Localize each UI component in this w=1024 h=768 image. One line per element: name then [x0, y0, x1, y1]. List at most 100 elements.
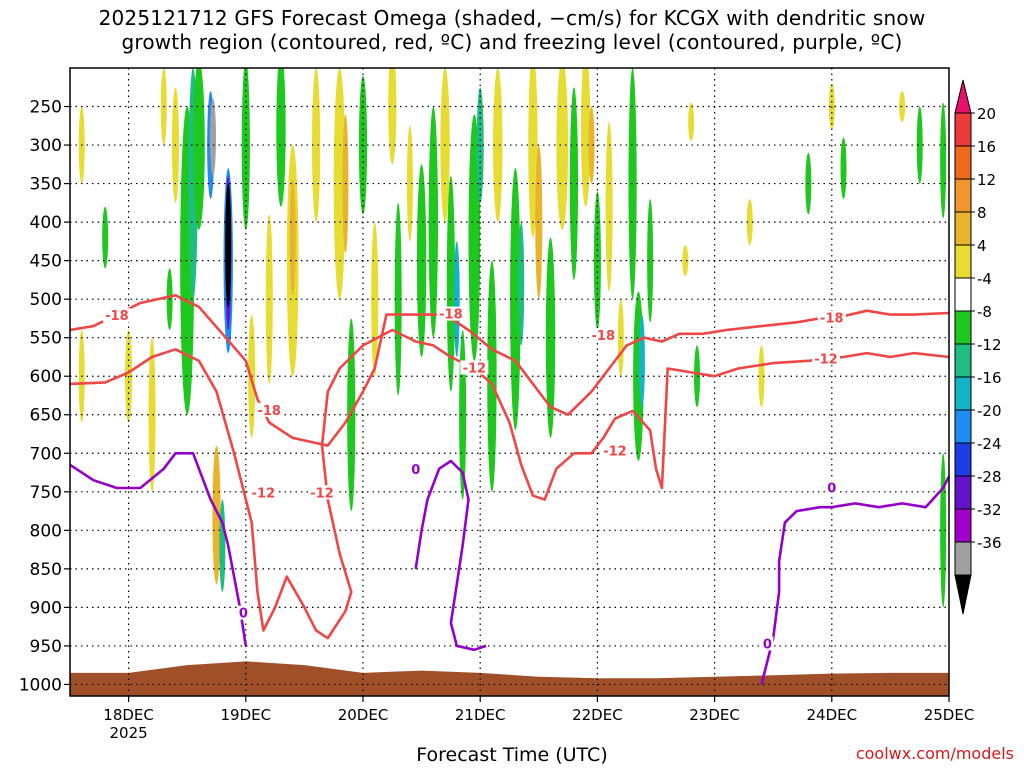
- omega-shade-62: [746, 198, 753, 246]
- omega-shade-12: [209, 98, 216, 176]
- colorbar-segment-14: [954, 541, 972, 576]
- omega-shade-41: [487, 260, 497, 492]
- colorbar-segment-4: [954, 211, 972, 246]
- colorbar-segment-12: [954, 475, 972, 510]
- colorbar-label-5: -4: [977, 270, 992, 288]
- colorbar-segment-6: [954, 277, 972, 312]
- x-tick-label-19DEC: 19DEC: [221, 706, 272, 724]
- contour-label-bg-2: [249, 485, 278, 500]
- omega-shade-50: [580, 68, 591, 207]
- contour-label-7: -12: [603, 445, 627, 460]
- omega-shade-31: [394, 202, 402, 396]
- y-tick-label-400: 400: [30, 213, 62, 233]
- contour-dgz-cold-edge: [70, 294, 949, 447]
- omega-shade-47: [545, 237, 556, 438]
- omega-shade-58: [647, 198, 654, 323]
- y-tick-label-850: 850: [30, 560, 62, 580]
- colorbar-segment-10: [954, 409, 972, 444]
- omega-shade-36: [446, 175, 456, 392]
- x-tick-label-23DEC: 23DEC: [689, 706, 740, 724]
- contour-label-13: 0: [763, 637, 772, 652]
- contour-label-11: 0: [411, 463, 420, 478]
- colorbar-label-13: -36: [977, 534, 1002, 552]
- x-tick-label-20DEC: 20DEC: [338, 706, 389, 724]
- omega-shade-54: [628, 68, 637, 300]
- colorbar-segment-9: [954, 376, 972, 411]
- y-tick-label-800: 800: [30, 521, 62, 541]
- contour-label-bg-8: [817, 310, 846, 325]
- colorbar-label-6: -8: [977, 303, 992, 321]
- omega-shade-32: [406, 125, 413, 242]
- omega-shade-51: [588, 106, 595, 184]
- contour-label-bg-11: [409, 462, 422, 477]
- colorbar-segment-8: [954, 343, 972, 378]
- terrain-layer: [70, 661, 949, 696]
- omega-shading-layer: [78, 68, 947, 608]
- x-tick-label-25DEC: 25DEC: [924, 706, 975, 724]
- omega-shade-67: [916, 106, 923, 184]
- colorbar-label-0: 20: [977, 105, 996, 123]
- colorbar-label-10: -24: [977, 435, 1002, 453]
- plot-frame: [69, 67, 950, 697]
- y-tick-label-950: 950: [30, 637, 62, 657]
- omega-shade-18: [241, 68, 250, 230]
- omega-shade-17: [219, 499, 226, 592]
- contour-label-6: -18: [592, 329, 616, 344]
- colorbar-label-7: -12: [977, 336, 1002, 354]
- omega-shade-49: [569, 87, 579, 280]
- contour-label-1: -18: [257, 404, 281, 419]
- omega-shade-33: [416, 164, 427, 357]
- x-tick-label-18DEC: 18DEC: [103, 706, 154, 724]
- colorbar-segment-5: [954, 244, 972, 279]
- contour-freezing-level-3: [760, 475, 949, 685]
- omega-shade-60: [682, 245, 689, 277]
- omega-shade-30: [388, 68, 397, 165]
- colorbar-label-9: -20: [977, 402, 1002, 420]
- colorbar-top-arrow: [954, 79, 972, 114]
- contour-label-2: -12: [252, 486, 276, 501]
- x-axis-ticks: 18DEC 19DEC 20DEC 21DEC 22DEC 23DEC 24DEC 25DEC…: [103, 696, 974, 742]
- contour-label-bg-13: [761, 636, 774, 651]
- contour-label-0: -18: [105, 309, 129, 324]
- colorbar-segment-2: [954, 145, 972, 180]
- contour-freezing-level-2: [414, 459, 487, 652]
- colorbar-label-2: 12: [977, 171, 996, 189]
- colorbar-label-1: 16: [977, 138, 996, 156]
- y-tick-label-700: 700: [30, 444, 62, 464]
- colorbar-segment-13: [954, 508, 972, 543]
- omega-shade-23: [289, 179, 296, 296]
- colorbar-bottom-arrow: [954, 574, 972, 615]
- y-tick-label-300: 300: [30, 136, 62, 156]
- omega-shade-48: [556, 68, 569, 230]
- contour-label-4: -18: [439, 308, 463, 323]
- contour-label-bg-4: [436, 306, 465, 321]
- contour-label-bg-6: [589, 328, 618, 343]
- contour-dgz-warm-edge: [70, 328, 949, 640]
- omega-shade-4: [148, 337, 156, 492]
- contour-label-8: -18: [820, 311, 844, 326]
- omega-shade-10: [193, 68, 205, 230]
- omega-shade-16: [212, 445, 221, 585]
- omega-shade-63: [758, 345, 765, 408]
- omega-shade-70: [899, 91, 906, 122]
- omega-shade-37: [453, 241, 460, 357]
- contour-label-bg-3: [307, 485, 336, 500]
- colorbar-label-11: -28: [977, 468, 1002, 486]
- y-axis-ticks: 250 300 350 400 450 500 550 600 650 700 750 800 850 9…: [19, 98, 70, 695]
- contour-label-bg-12: [825, 480, 838, 495]
- y-tick-label-500: 500: [30, 290, 62, 310]
- colorbar-label-8: -16: [977, 369, 1002, 387]
- y-tick-label-650: 650: [30, 406, 62, 426]
- y-tick-label-600: 600: [30, 367, 62, 387]
- contour-label-3: -12: [310, 486, 334, 501]
- y-tick-label-1000: 1000: [19, 675, 62, 695]
- omega-shade-15: [225, 183, 232, 307]
- contour-label-bg-10: [237, 605, 250, 620]
- contour-label-5: -12: [463, 362, 487, 377]
- omega-shade-53: [605, 121, 613, 292]
- omega-shade-56: [638, 314, 645, 408]
- omega-shade-68: [940, 102, 947, 219]
- chart-title-line-1: 2025121712 GFS Forecast Omega (shaded, −…: [98, 6, 926, 30]
- contour-freezing-level-1: [70, 452, 248, 647]
- omega-shade-59: [688, 102, 695, 142]
